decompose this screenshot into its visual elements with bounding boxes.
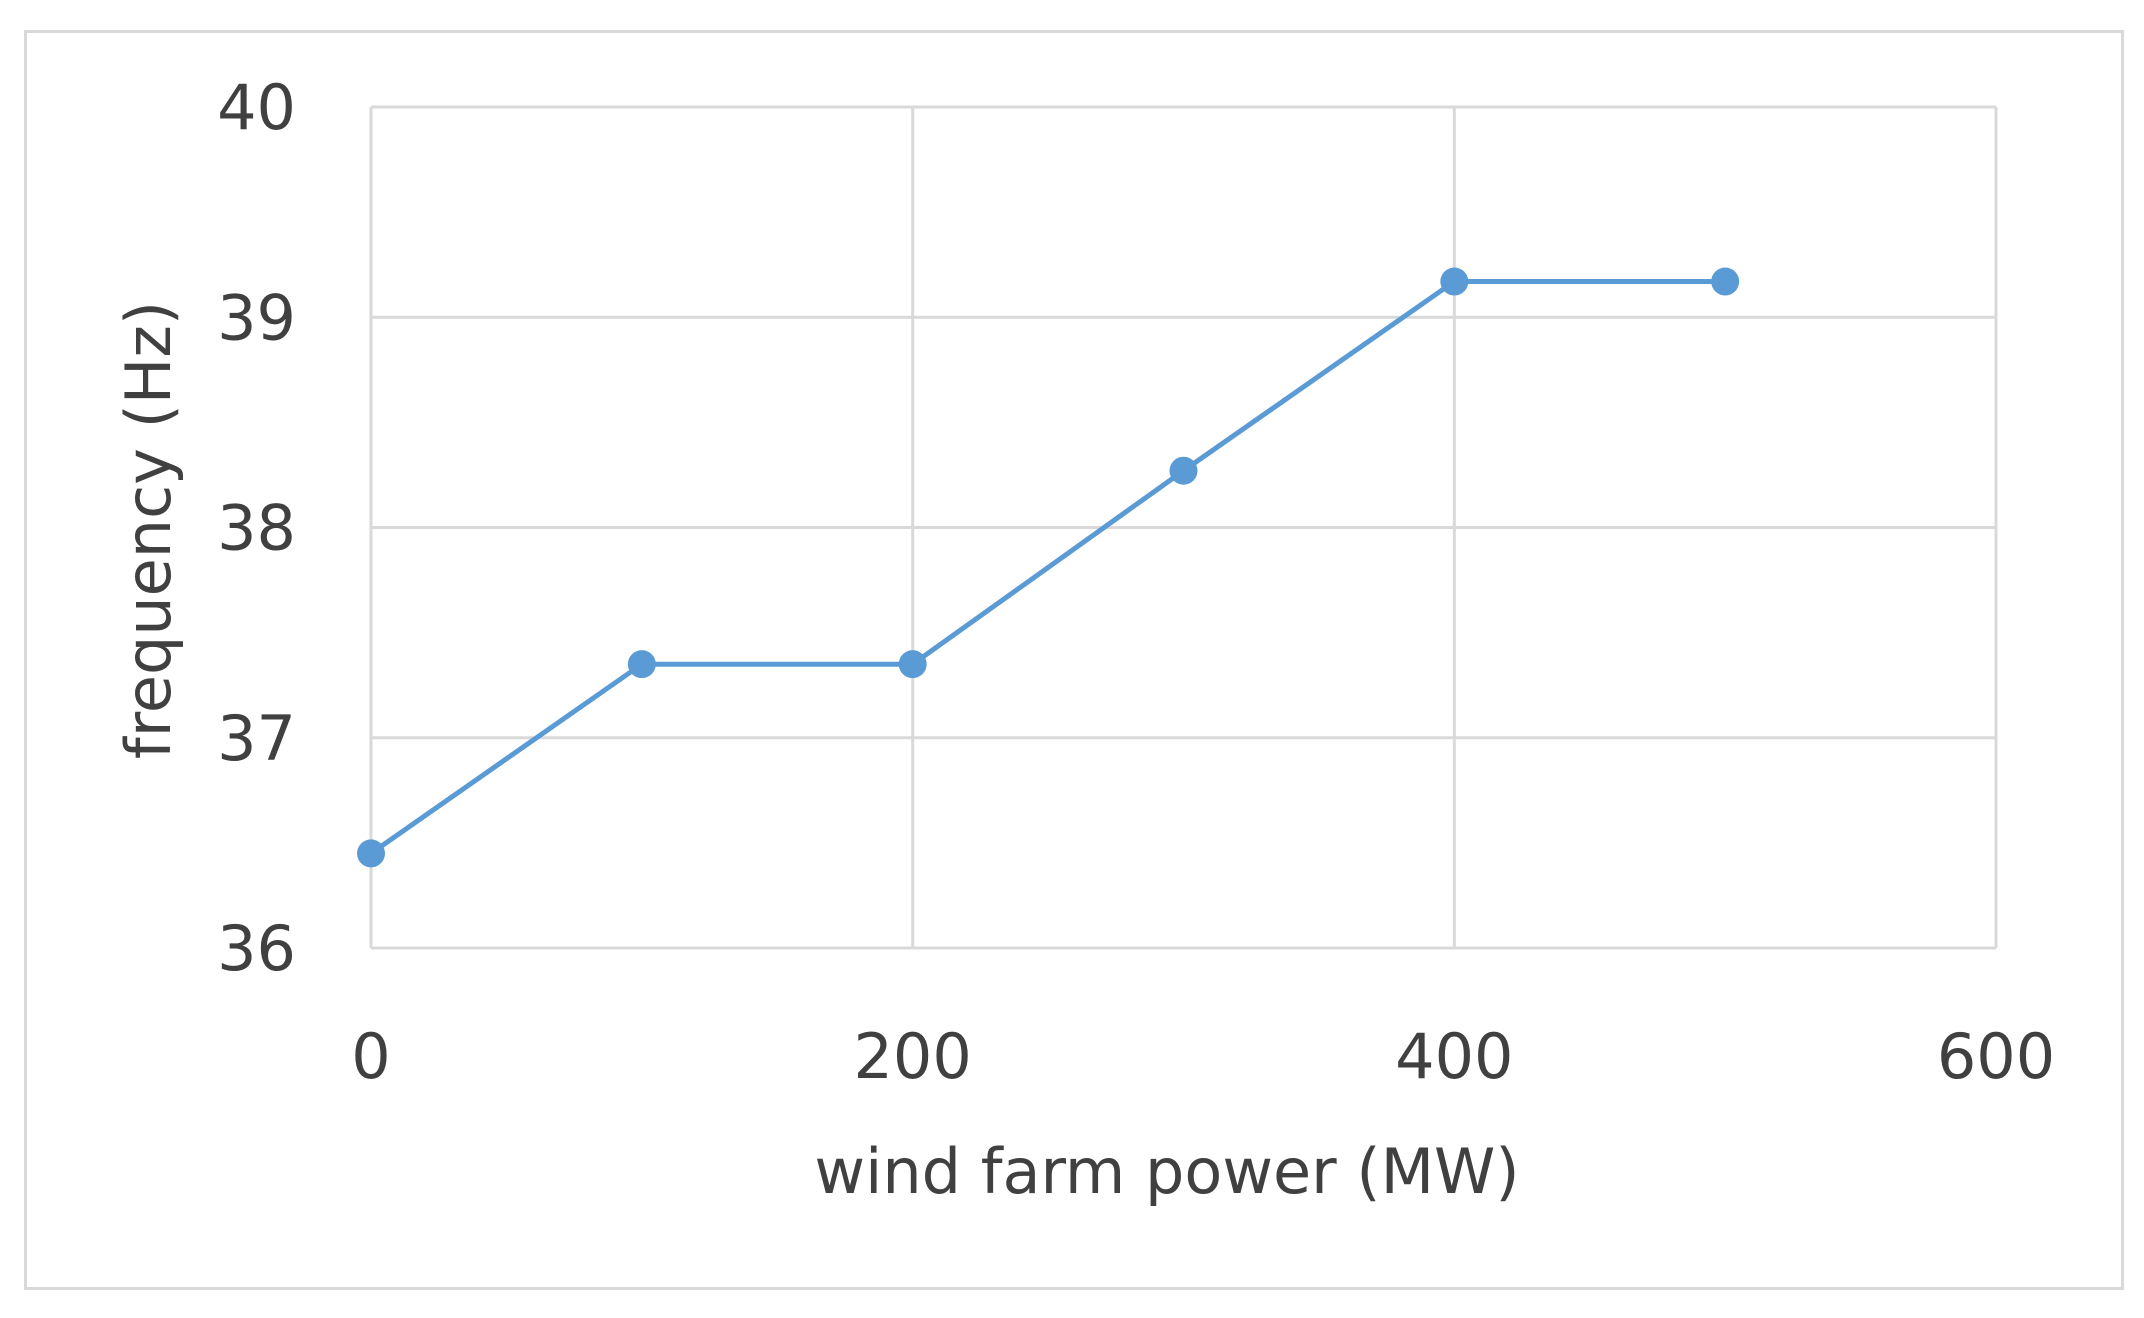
x-tick-label: 600 — [1937, 1020, 2055, 1093]
x-axis-title: wind farm power (MW) — [814, 1135, 1519, 1208]
chart-frame — [24, 30, 2124, 1290]
x-tick-label: 400 — [1395, 1020, 1513, 1093]
y-tick-label: 39 — [217, 281, 296, 354]
series-line — [369, 279, 1726, 856]
y-tick-label: 36 — [217, 912, 296, 985]
data-point — [627, 650, 656, 679]
x-tick-label: 200 — [853, 1020, 971, 1093]
y-axis-title: frequency (Hz) — [112, 301, 185, 759]
data-point — [1440, 267, 1469, 296]
y-tick-label: 37 — [217, 702, 296, 775]
series-layer — [357, 267, 1740, 868]
data-point — [1711, 267, 1740, 296]
data-point — [1169, 456, 1198, 485]
x-tick-label: 0 — [351, 1020, 390, 1093]
data-point — [898, 650, 927, 679]
data-point — [357, 839, 385, 868]
y-tick-label: 38 — [217, 492, 296, 565]
grid-layer — [369, 105, 1998, 950]
y-tick-label: 40 — [217, 71, 296, 144]
